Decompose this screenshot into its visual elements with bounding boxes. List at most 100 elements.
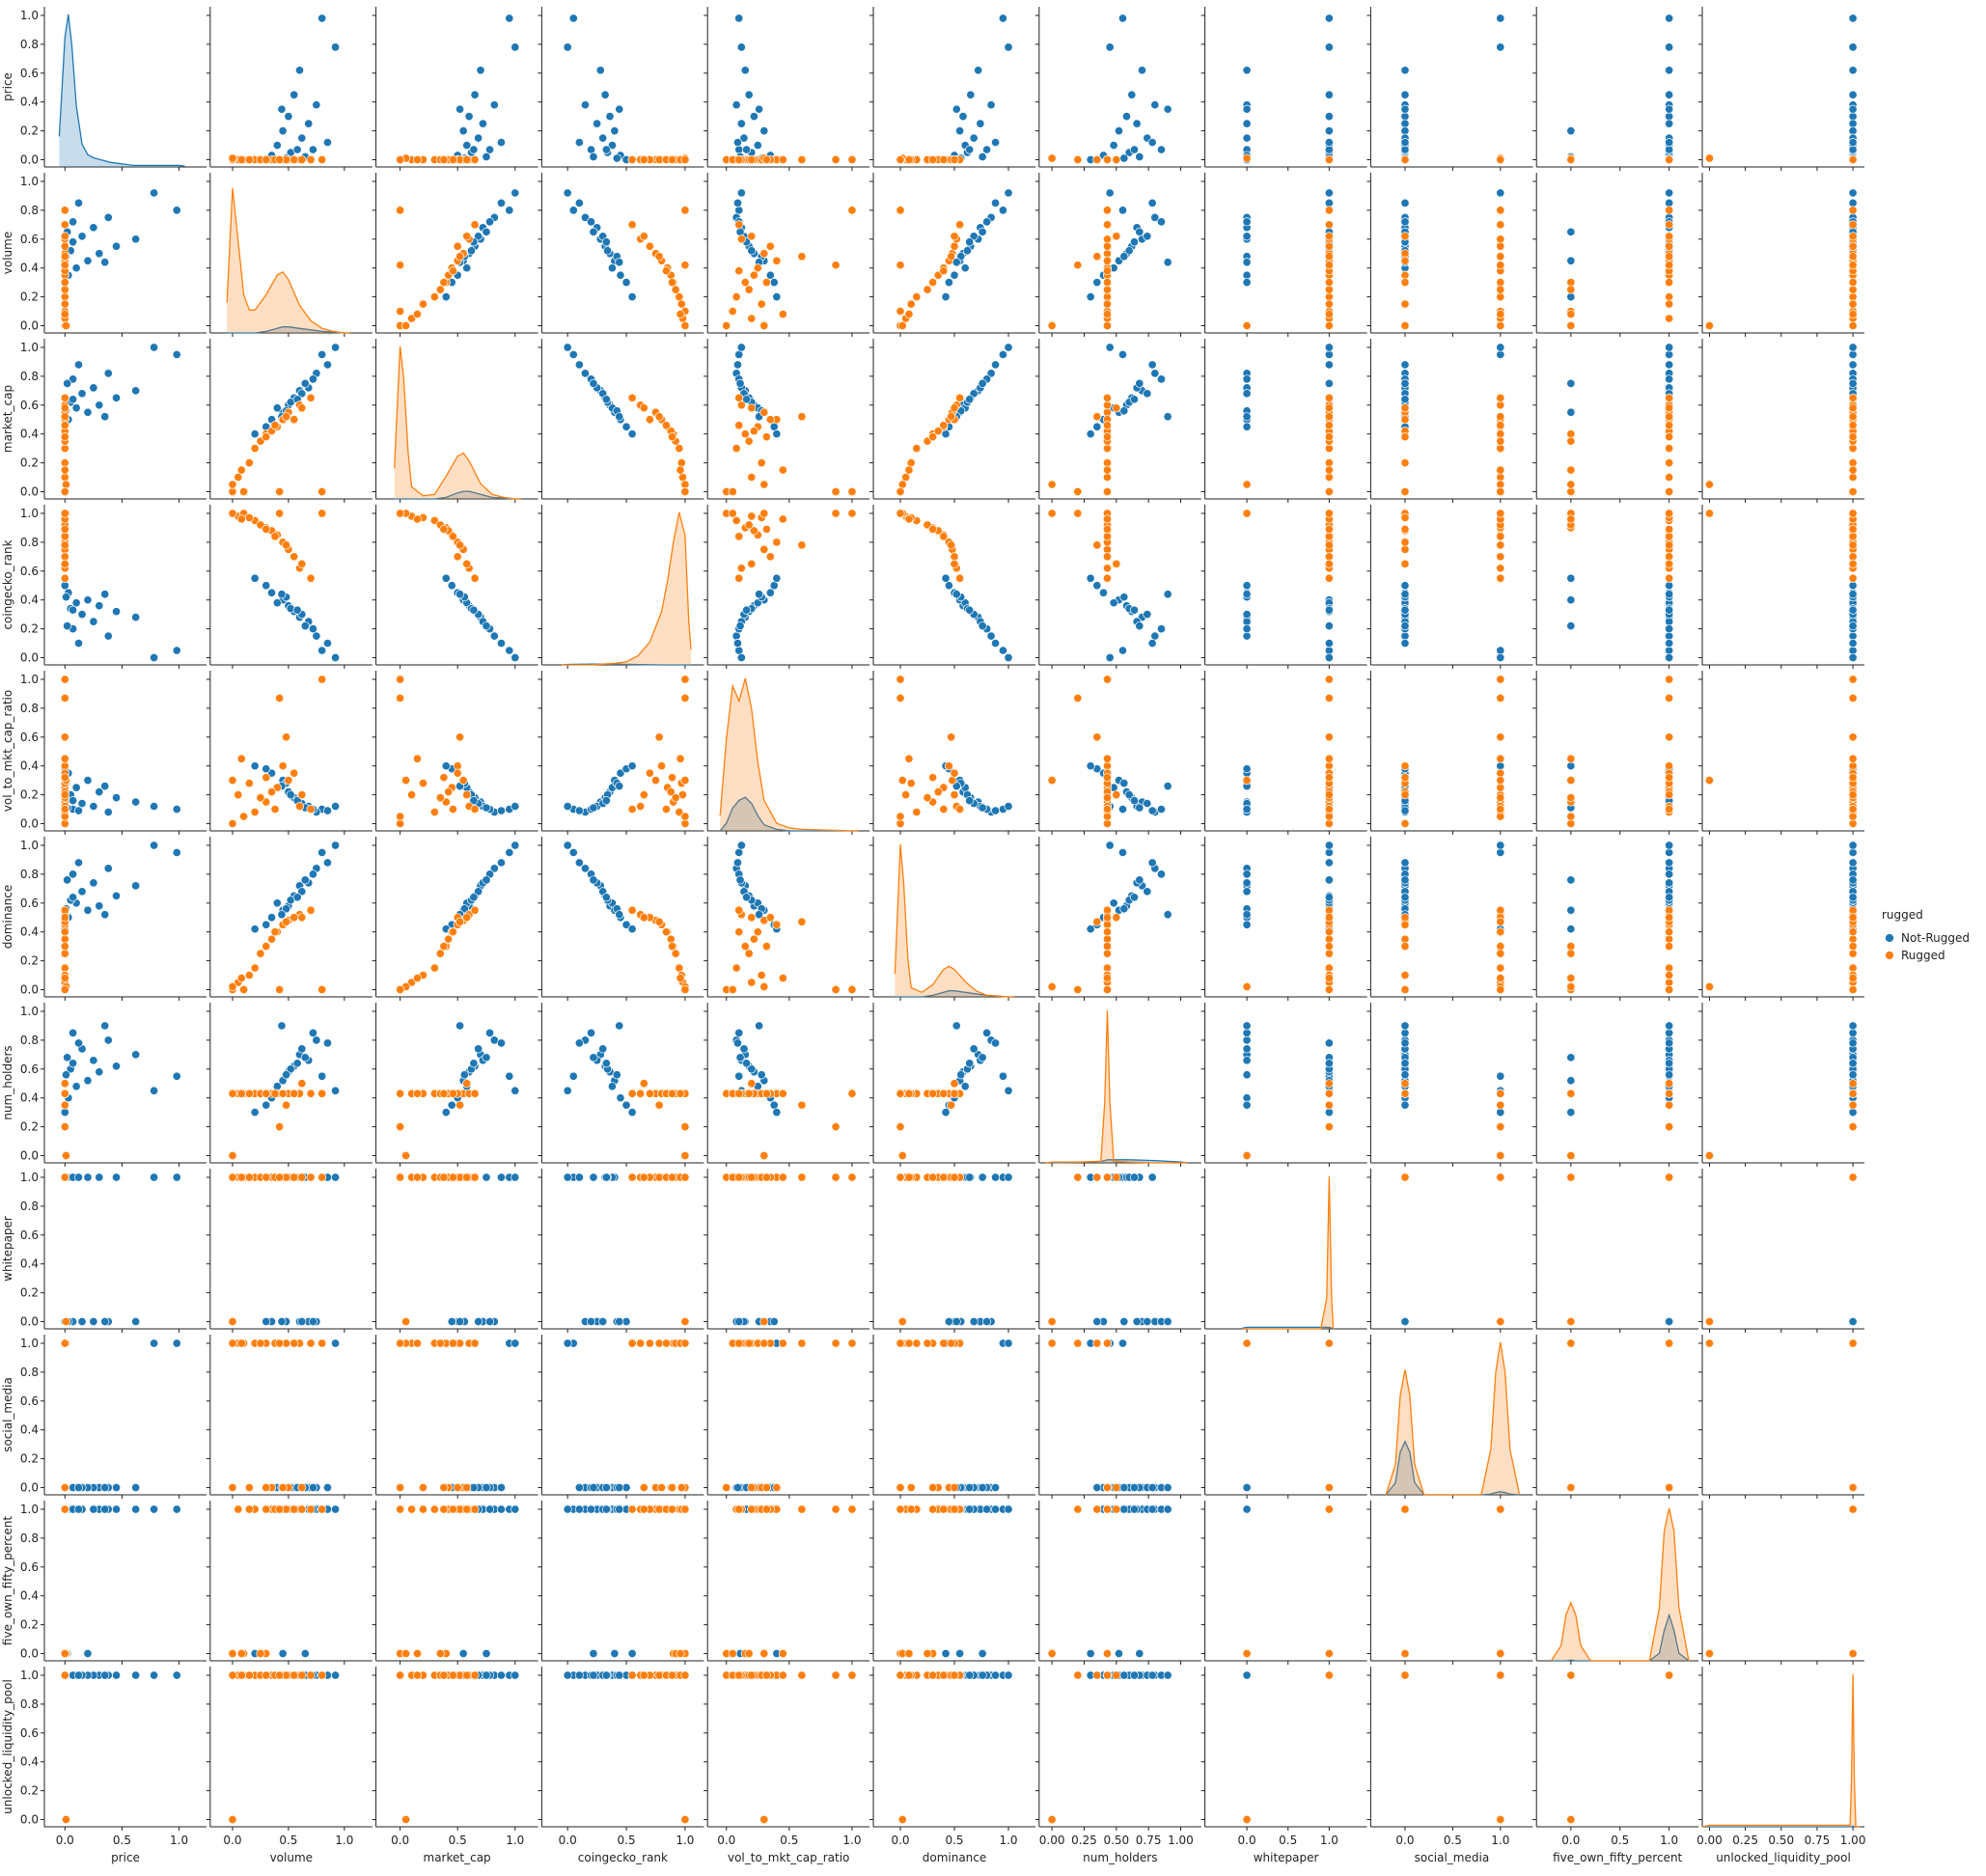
scatter-point	[955, 126, 965, 136]
y-tick-label: 0.0	[20, 1481, 39, 1495]
kde-line	[227, 326, 350, 334]
scatter-point	[601, 893, 611, 902]
scatter-point	[89, 878, 98, 888]
scatter-point	[306, 805, 316, 814]
scatter-point	[277, 590, 287, 599]
scatter-point	[435, 793, 445, 803]
scatter-point	[734, 573, 744, 583]
scatter-point	[412, 154, 423, 165]
scatter-point	[60, 509, 69, 518]
scatter-point	[1848, 299, 1858, 309]
scatter-point	[1400, 256, 1410, 265]
scatter-point	[418, 779, 428, 788]
scatter-point	[1324, 360, 1334, 370]
scatter-point	[60, 790, 69, 800]
scatter-point	[677, 473, 688, 483]
scatter-point	[1119, 1316, 1129, 1327]
y-axis-label: coingecko_rank	[1, 539, 14, 629]
scatter-point	[150, 1338, 159, 1348]
scatter-point	[645, 415, 654, 425]
scatter-point	[444, 787, 454, 797]
scatter-point	[1848, 621, 1858, 631]
scatter-point	[1665, 590, 1674, 599]
scatter-point	[610, 126, 620, 136]
scatter-point	[1496, 285, 1505, 294]
scatter-point	[60, 299, 69, 309]
scatter-point	[439, 1172, 449, 1182]
scatter-point	[89, 802, 98, 812]
scatter-point	[234, 473, 243, 483]
scatter-point	[896, 812, 905, 821]
scatter-point	[998, 646, 1007, 655]
scatter-point	[150, 841, 159, 850]
scatter-point	[60, 927, 69, 937]
scatter-point	[950, 790, 959, 800]
scatter-point	[297, 154, 307, 165]
scatter-point	[317, 509, 327, 518]
scatter-point	[1848, 1100, 1858, 1110]
scatter-point	[1086, 429, 1095, 439]
scatter-point	[60, 540, 69, 550]
scatter-point	[485, 1028, 495, 1037]
scatter-point	[1242, 887, 1252, 897]
scatter-point	[667, 154, 677, 165]
scatter-point	[923, 285, 932, 294]
scatter-point	[1400, 913, 1410, 923]
scatter-point	[262, 1100, 271, 1110]
scatter-point	[1242, 320, 1252, 331]
scatter-point	[1112, 154, 1121, 165]
scatter-point	[476, 66, 485, 75]
scatter-point	[639, 403, 648, 413]
scatter-point	[1400, 104, 1410, 114]
panel	[538, 339, 704, 503]
scatter-point	[761, 1482, 771, 1493]
scatter-point	[322, 138, 333, 148]
y-tick-label: 0.2	[20, 788, 39, 802]
scatter-point	[278, 126, 288, 136]
scatter-point	[1324, 805, 1334, 814]
y-tick-label: 1.0	[20, 839, 39, 852]
scatter-point	[266, 934, 277, 944]
panel	[1532, 7, 1699, 171]
scatter-point	[735, 378, 745, 388]
scatter-point	[1665, 444, 1674, 454]
scatter-point	[1004, 42, 1013, 52]
scatter-point	[1496, 188, 1505, 198]
scatter-point	[941, 1108, 951, 1117]
panel	[1532, 1335, 1699, 1499]
scatter-point	[1004, 343, 1013, 352]
scatter-point	[568, 349, 578, 360]
scatter-point	[331, 841, 341, 850]
y-tick-label: 0.6	[20, 731, 39, 744]
scatter-point	[510, 652, 520, 663]
scatter-point	[60, 252, 69, 262]
scatter-point	[1566, 793, 1576, 803]
scatter-point	[761, 942, 771, 952]
scatter-point	[676, 754, 685, 763]
scatter-point	[1324, 732, 1334, 742]
scatter-point	[60, 421, 69, 430]
scatter-point	[955, 220, 965, 230]
scatter-point	[1400, 198, 1410, 207]
scatter-point	[904, 1172, 914, 1182]
scatter-point	[778, 465, 787, 475]
panel	[1034, 1169, 1201, 1333]
scatter-point	[455, 252, 465, 262]
scatter-point	[1242, 278, 1252, 288]
scatter-point	[266, 787, 277, 797]
scatter-point	[1665, 540, 1674, 550]
scatter-point	[60, 754, 69, 763]
scatter-point	[71, 598, 81, 608]
scatter-point	[978, 1482, 987, 1493]
scatter-point	[496, 1038, 507, 1048]
scatter-point	[761, 1089, 771, 1098]
scatter-point	[455, 104, 465, 114]
legend-marker	[1885, 933, 1894, 943]
y-tick-label: 1.0	[20, 175, 39, 188]
scatter-point	[739, 133, 749, 143]
scatter-point	[103, 864, 113, 873]
scatter-point	[747, 314, 757, 323]
scatter-point	[63, 875, 72, 885]
scatter-point	[60, 573, 69, 583]
scatter-point	[734, 1071, 744, 1081]
